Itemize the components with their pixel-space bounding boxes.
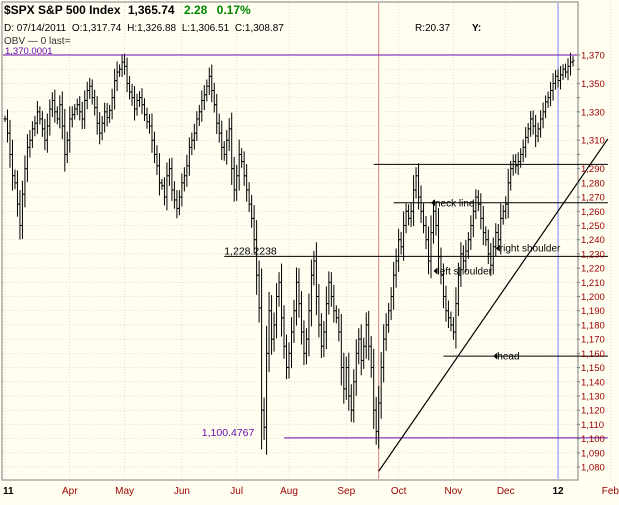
- plot-frame: [1, 1, 579, 481]
- x-tick-label: Sep: [337, 486, 355, 497]
- y-tick-label: 1,130: [581, 391, 605, 402]
- y-tick-label: 1,330: [581, 107, 605, 118]
- y-tick-label: 1,150: [581, 363, 605, 374]
- ticker-symbol: $SPX: [4, 3, 35, 17]
- y-tick-label: 1,180: [581, 320, 605, 331]
- open-value: O:1,317.74: [72, 23, 122, 34]
- y-readout: Y:: [472, 23, 481, 34]
- y-tick-label: 1,100: [581, 434, 605, 445]
- y-tick-label: 1,310: [581, 136, 605, 147]
- y-tick-label: 1,370: [581, 51, 605, 62]
- annotation-label: right shoulder: [500, 244, 561, 255]
- y-tick-label: 1,120: [581, 406, 605, 417]
- annotation-label: neck line: [435, 198, 475, 209]
- low-value: L:1,306.51: [182, 23, 230, 34]
- x-tick-label: Jun: [174, 486, 190, 497]
- trend-line: [378, 138, 609, 472]
- obv-legend: OBV — 0 last=: [4, 36, 71, 47]
- high-value: H:1,326.88: [127, 23, 176, 34]
- x-tick-label: Oct: [391, 486, 407, 497]
- y-tick-label: 1,170: [581, 335, 605, 346]
- price-bars: [3, 52, 575, 455]
- index-name: S&P 500 Index: [38, 3, 121, 17]
- close-value: C:1,308.87: [235, 23, 284, 34]
- y-tick-label: 1,220: [581, 264, 605, 275]
- annotation-arrow: [431, 199, 435, 207]
- y-axis: 1,370 1,350 1,330 1,310 1,290 1,280 1,270 1,260…: [577, 51, 605, 474]
- x-tick-label: Aug: [280, 486, 298, 497]
- y-tick-label: 1,240: [581, 235, 605, 246]
- x-tick-label: 12: [552, 486, 564, 497]
- y-tick-label: 1,160: [581, 349, 605, 360]
- y-tick-label: 1,200: [581, 292, 605, 303]
- annotation-arrow: [493, 352, 498, 360]
- change-value: 2.28: [184, 3, 208, 17]
- last-price: 1,365.74: [128, 3, 175, 17]
- x-tick-label: Feb: [602, 486, 619, 497]
- top-line-label: 1,370.0001: [5, 46, 53, 57]
- x-tick-label: 11: [3, 486, 14, 497]
- y-tick-label: 1,350: [581, 79, 605, 90]
- x-tick-label: Dec: [497, 486, 515, 497]
- r-readout: R:20.37: [415, 23, 450, 34]
- y-tick-label: 1,090: [581, 448, 605, 459]
- y-tick-label: 1,110: [581, 420, 604, 431]
- annotation-label: left shoulder: [437, 266, 492, 277]
- svg-text:$SPX S&P 500 Index 1,3: $SPX S&P 500 Index 1,365.74 2.28 0.17%: [4, 3, 251, 17]
- annotation-value-label: 1,228.2238: [224, 245, 277, 257]
- y-tick-label: 1,140: [581, 377, 605, 388]
- y-tick-label: 1,190: [581, 306, 605, 317]
- svg-text:D: 07/14/2011 O:1,317.74: D: 07/14/2011 O:1,317.74 H:1,326.88 L:1,…: [4, 23, 284, 34]
- annotation-value-label: 1,100.4767: [202, 427, 255, 439]
- annotation-arrow: [433, 267, 438, 275]
- y-tick-label: 1,290: [581, 164, 605, 175]
- annotation-label: head: [497, 352, 519, 363]
- y-tick-label: 1,080: [581, 463, 605, 474]
- x-axis: 11 Apr May Jun Jul Aug Sep Oct Nov Dec 12 Feb: [3, 486, 619, 497]
- x-tick-label: Jul: [230, 486, 243, 497]
- y-tick-label: 1,260: [581, 207, 605, 218]
- y-tick-label: 1,280: [581, 178, 605, 189]
- y-tick-label: 1,270: [581, 193, 605, 204]
- bar-date: D: 07/14/2011: [4, 23, 67, 34]
- y-tick-label: 1,210: [581, 278, 605, 289]
- annotation-lines: 1,370.0001 neck line 1,228.2238 right shoul…: [3, 46, 609, 472]
- change-percent: 0.17%: [217, 3, 251, 17]
- y-tick-label: 1,230: [581, 249, 605, 260]
- x-tick-label: Apr: [62, 486, 78, 497]
- x-tick-label: Nov: [445, 486, 463, 497]
- x-tick-label: May: [115, 486, 134, 497]
- annotation-arrow: [495, 244, 500, 252]
- y-tick-label: 1,250: [581, 221, 605, 232]
